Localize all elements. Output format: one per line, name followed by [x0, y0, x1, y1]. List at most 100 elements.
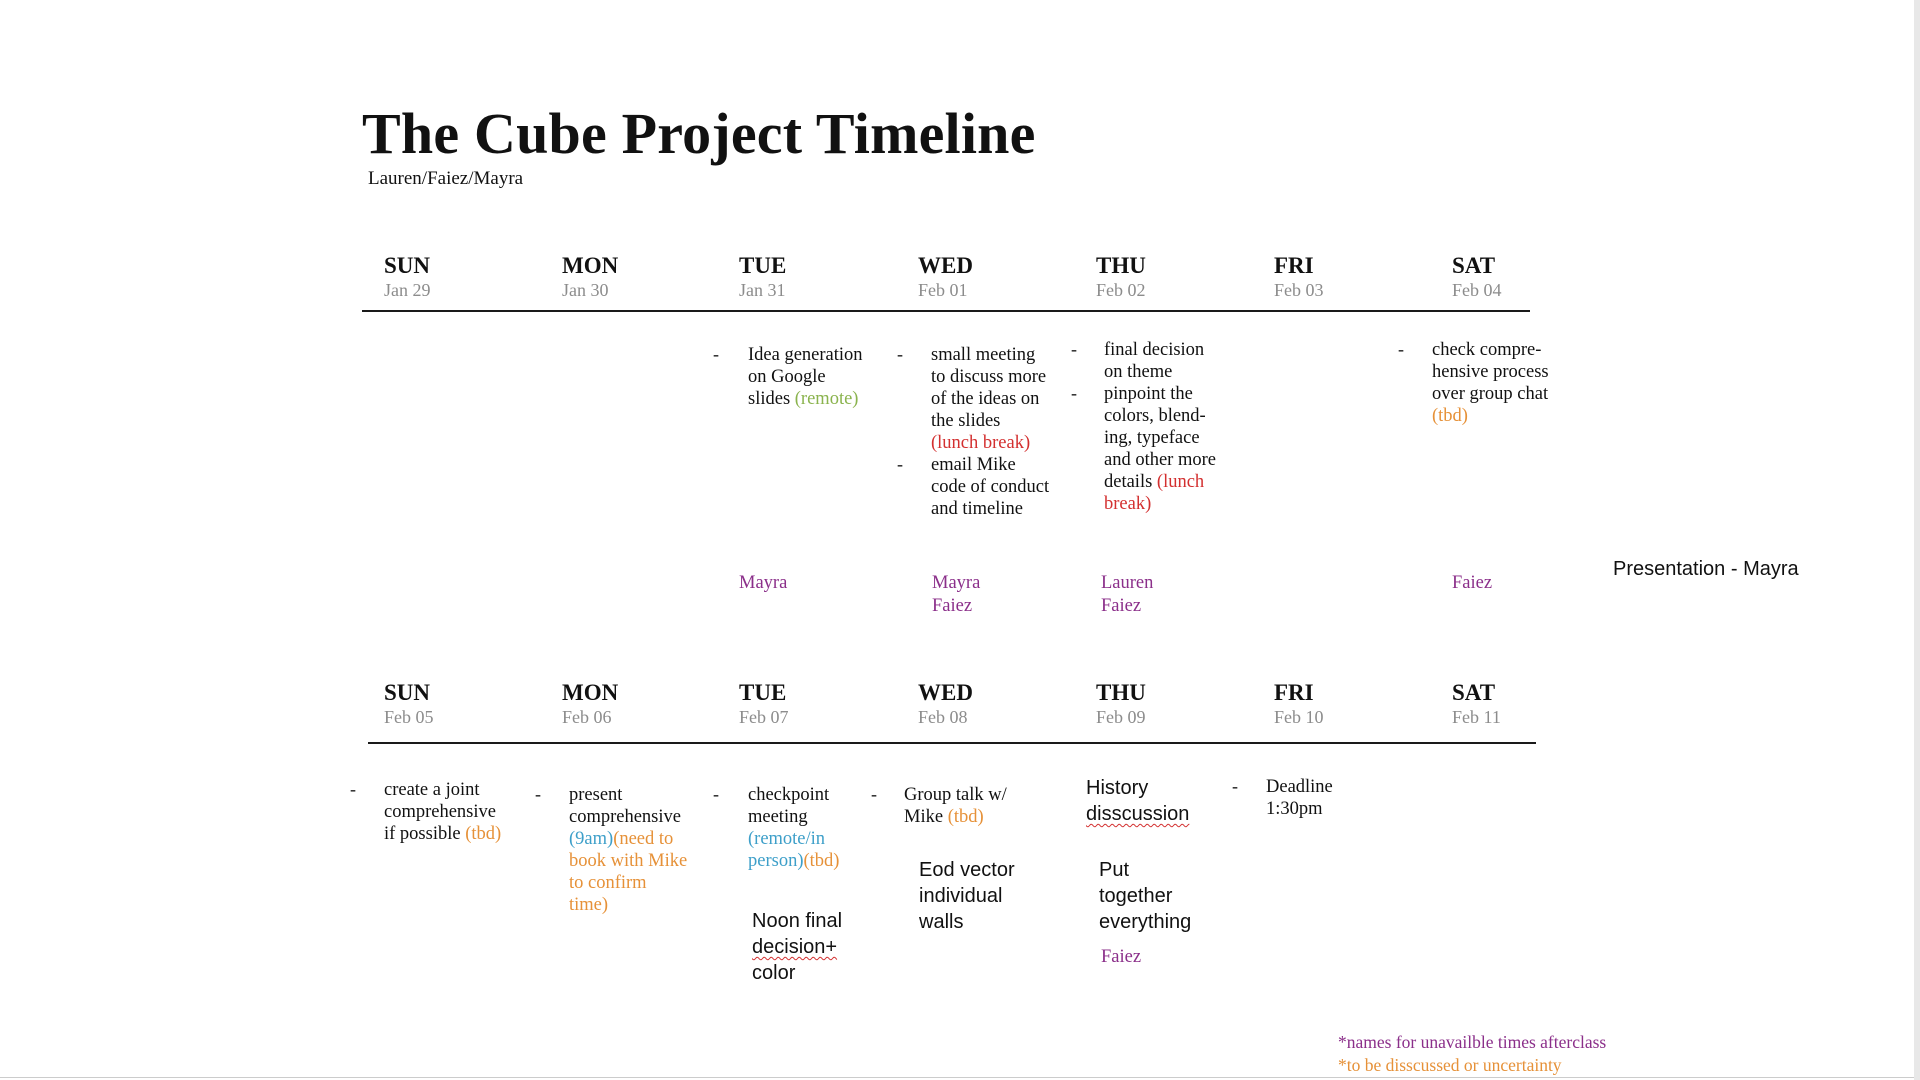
- bullet-dash: -: [713, 344, 719, 364]
- day-date: Jan 29: [384, 280, 431, 301]
- day-header-tue: TUE Feb 07: [739, 680, 939, 730]
- time-note: (9am): [569, 829, 614, 849]
- day-header-tue: TUE Jan 31: [739, 253, 939, 303]
- day-header-fri: FRI Feb 03: [1274, 253, 1474, 303]
- day-header-sun: SUN Feb 05: [384, 680, 584, 730]
- page-bottom-edge: [0, 1077, 1920, 1078]
- names-tue-week1: Mayra: [739, 572, 787, 595]
- scrollbar[interactable]: [1914, 0, 1920, 1080]
- task-line: small meeting: [931, 345, 1036, 365]
- day-date: Jan 30: [562, 280, 609, 301]
- day-date: Feb 11: [1452, 707, 1501, 728]
- person-name: Mayra: [739, 573, 788, 593]
- day-header-mon: MON Feb 06: [562, 680, 762, 730]
- day-name: TUE: [739, 680, 787, 705]
- task-line: and timeline: [931, 499, 1023, 519]
- day-name: FRI: [1274, 253, 1314, 278]
- tbd-note: (need to: [613, 829, 674, 849]
- task-line: together: [1099, 885, 1173, 907]
- day-name: FRI: [1274, 680, 1314, 705]
- day-date: Feb 03: [1274, 280, 1324, 301]
- day-header-sun: SUN Jan 29: [384, 253, 584, 303]
- bullet-dash: -: [897, 344, 903, 364]
- task-line: over group chat: [1432, 384, 1549, 404]
- bullet-dash: -: [897, 454, 903, 474]
- bullet-dash: -: [1071, 383, 1077, 403]
- task-thu-week1-decision: final decision on theme: [1104, 339, 1204, 383]
- day-date: Feb 04: [1452, 280, 1502, 301]
- task-sun-week2: create a joint comprehensive if possible…: [384, 779, 501, 845]
- week1-divider: [362, 310, 1530, 312]
- location-note: person): [748, 851, 804, 871]
- names-thu-week2: Faiez: [1101, 946, 1141, 969]
- day-date: Feb 10: [1274, 707, 1324, 728]
- day-name: THU: [1096, 680, 1146, 705]
- day-date: Feb 08: [918, 707, 968, 728]
- task-line: History: [1086, 777, 1149, 799]
- task-line: comprehensive: [384, 802, 496, 822]
- legend-tbd: *to be disscussed or uncertainty: [1338, 1055, 1562, 1075]
- task-line: ing, typeface: [1104, 428, 1200, 448]
- tbd-note: book with Mike: [569, 851, 688, 871]
- day-name: TUE: [739, 253, 787, 278]
- day-name: WED: [918, 253, 973, 278]
- names-sat-week1: Faiez: [1452, 572, 1492, 595]
- person-name: Mayra: [932, 573, 981, 593]
- bullet-dash: -: [1071, 339, 1077, 359]
- task-fri-week2: Deadline 1:30pm: [1266, 776, 1333, 820]
- task-line: hensive process: [1432, 362, 1549, 382]
- task-tue-week2: checkpoint meeting (remote/in person)(tb…: [748, 784, 839, 872]
- day-name: SUN: [384, 680, 431, 705]
- bullet-dash: -: [350, 779, 356, 799]
- day-header-sat: SAT Feb 11: [1452, 680, 1652, 730]
- day-header-thu: THU Feb 02: [1096, 253, 1296, 303]
- remote-note: (remote): [794, 389, 859, 409]
- bullet-dash: -: [1232, 776, 1238, 796]
- task-thu-week1-pinpoint: pinpoint the colors, blend- ing, typefac…: [1104, 383, 1216, 515]
- task-line: colors, blend-: [1104, 406, 1206, 426]
- task-line: 1:30pm: [1266, 799, 1323, 819]
- task-line: slides: [748, 389, 791, 409]
- tbd-note: (tbd): [1432, 406, 1468, 426]
- task-line: individual: [919, 885, 1003, 907]
- task-line: Mike: [904, 807, 944, 827]
- task-tue-week1: Idea generation on Google slides (remote…: [748, 344, 863, 410]
- task-line: and other more: [1104, 450, 1216, 470]
- task-line: to discuss more: [931, 367, 1047, 387]
- task-line: on theme: [1104, 362, 1173, 382]
- task-line: Idea generation: [748, 345, 863, 365]
- task-line: Put: [1099, 859, 1130, 881]
- bullet-dash: -: [871, 784, 877, 804]
- tbd-note: time): [569, 895, 609, 915]
- day-header-wed: WED Feb 01: [918, 253, 1118, 303]
- day-date: Feb 05: [384, 707, 434, 728]
- day-name: WED: [918, 680, 973, 705]
- task-line: comprehensive: [569, 807, 681, 827]
- person-name: Lauren: [1101, 573, 1154, 593]
- day-name: SAT: [1452, 680, 1496, 705]
- task-line: disscussion: [1086, 803, 1190, 825]
- task-thu-week2-history: History disscussion: [1086, 775, 1189, 827]
- task-line: walls: [919, 911, 964, 933]
- tbd-note: (tbd): [947, 807, 984, 827]
- task-line: of the ideas on: [931, 389, 1040, 409]
- day-header-mon: MON Jan 30: [562, 253, 762, 303]
- task-line: email Mike: [931, 455, 1016, 475]
- task-sat-week1: check compre- hensive process over group…: [1432, 339, 1549, 427]
- day-header-sat: SAT Feb 04: [1452, 253, 1652, 303]
- tbd-note: (tbd): [465, 824, 502, 844]
- task-wed-week2-eod-vector: Eod vector individual walls: [919, 857, 1015, 935]
- day-name: MON: [562, 680, 619, 705]
- task-wed-week1-meeting: small meeting to discuss more of the ide…: [931, 344, 1046, 454]
- task-line: Deadline: [1266, 777, 1333, 797]
- day-date: Feb 02: [1096, 280, 1146, 301]
- day-header-thu: THU Feb 09: [1096, 680, 1296, 730]
- person-name: Faiez: [1101, 947, 1142, 967]
- day-name: SUN: [384, 253, 431, 278]
- task-tue-week2-noon-decision: Noon final decision+ color: [752, 908, 842, 986]
- names-thu-week1: Lauren Faiez: [1101, 572, 1153, 618]
- task-line: checkpoint: [748, 785, 830, 805]
- tbd-note: to confirm: [569, 873, 647, 893]
- day-header-fri: FRI Feb 10: [1274, 680, 1474, 730]
- day-date: Feb 01: [918, 280, 968, 301]
